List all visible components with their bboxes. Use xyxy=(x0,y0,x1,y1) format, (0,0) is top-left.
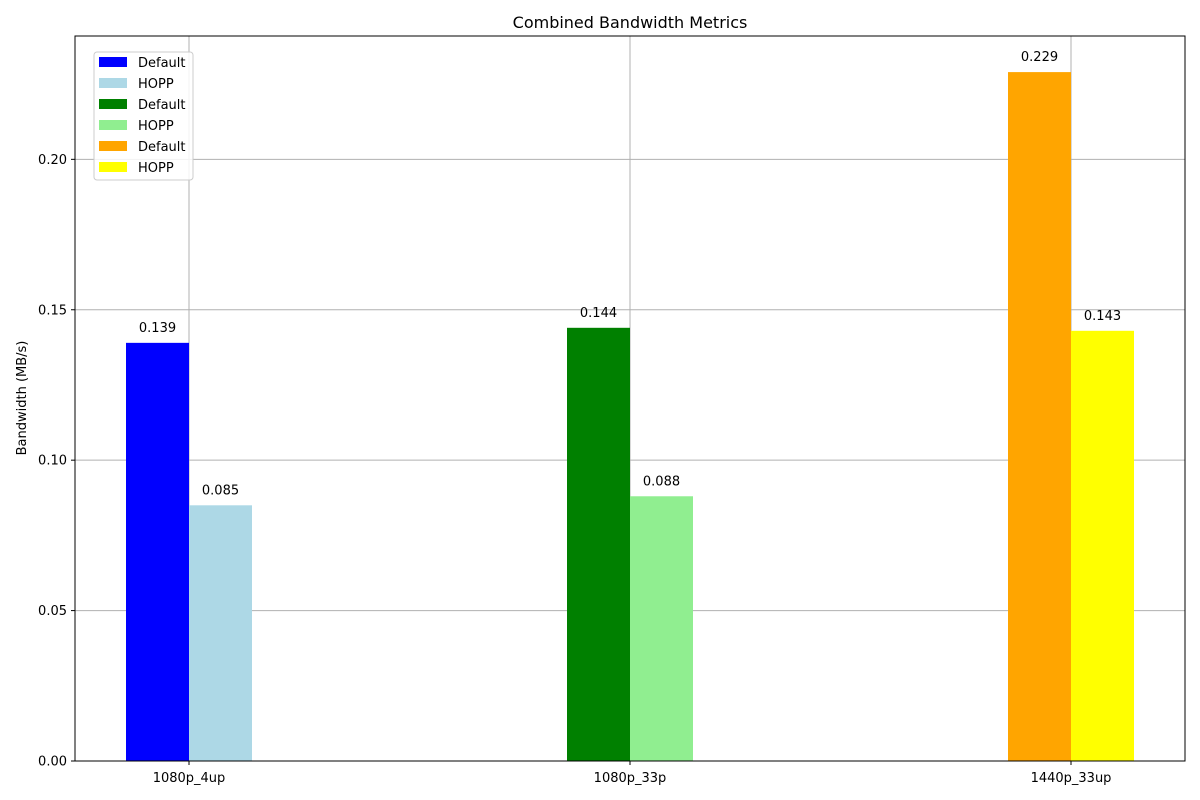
bar-1440p_33up-default xyxy=(1008,72,1071,761)
bar-labels-layer: 0.139 0.085 0.144 0.088 0.229 0.143 xyxy=(139,50,1121,498)
y-tick-label: 0.10 xyxy=(38,454,67,469)
bar-1080p_33p-default xyxy=(567,327,630,761)
legend-swatch xyxy=(99,78,127,88)
legend-label: Default xyxy=(138,98,186,113)
bar-1080p_4up-hopp xyxy=(189,505,252,761)
legend-swatch xyxy=(99,120,127,130)
legend-label: Default xyxy=(138,56,186,71)
y-axis-label: Bandwidth (MB/s) xyxy=(15,341,30,456)
bar-value-label: 0.143 xyxy=(1084,309,1121,324)
y-tick-label: 0.00 xyxy=(38,755,67,770)
y-axis: 0.00 0.05 0.10 0.15 0.20 xyxy=(38,153,75,770)
legend: Default HOPP Default HOPP Default HOPP xyxy=(93,51,194,181)
bar-1440p_33up-hopp xyxy=(1071,330,1134,761)
bar-value-label: 0.144 xyxy=(580,306,617,321)
legend-swatch xyxy=(99,141,127,151)
bar-value-label: 0.139 xyxy=(139,321,176,336)
bar-value-label: 0.088 xyxy=(643,474,680,489)
chart-title: Combined Bandwidth Metrics xyxy=(513,13,748,32)
x-tick-label: 1080p_33p xyxy=(594,771,667,786)
legend-swatch xyxy=(99,99,127,109)
y-tick-label: 0.15 xyxy=(38,303,67,318)
x-tick-label: 1440p_33up xyxy=(1031,771,1112,786)
bar-1080p_4up-default xyxy=(126,342,189,761)
legend-label: HOPP xyxy=(138,77,174,92)
bars-layer xyxy=(126,72,1134,761)
bar-value-label: 0.229 xyxy=(1021,50,1058,65)
bar-1080p_33p-hopp xyxy=(630,496,693,761)
legend-swatch xyxy=(99,57,127,67)
x-tick-label: 1080p_4up xyxy=(153,771,226,786)
x-axis: 1080p_4up 1080p_33p 1440p_33up xyxy=(153,761,1112,786)
legend-label: Default xyxy=(138,140,186,155)
legend-swatch xyxy=(99,162,127,172)
y-tick-label: 0.05 xyxy=(38,604,67,619)
legend-label: HOPP xyxy=(138,119,174,134)
legend-label: HOPP xyxy=(138,161,174,176)
y-tick-label: 0.20 xyxy=(38,153,67,168)
bar-value-label: 0.085 xyxy=(202,483,239,498)
